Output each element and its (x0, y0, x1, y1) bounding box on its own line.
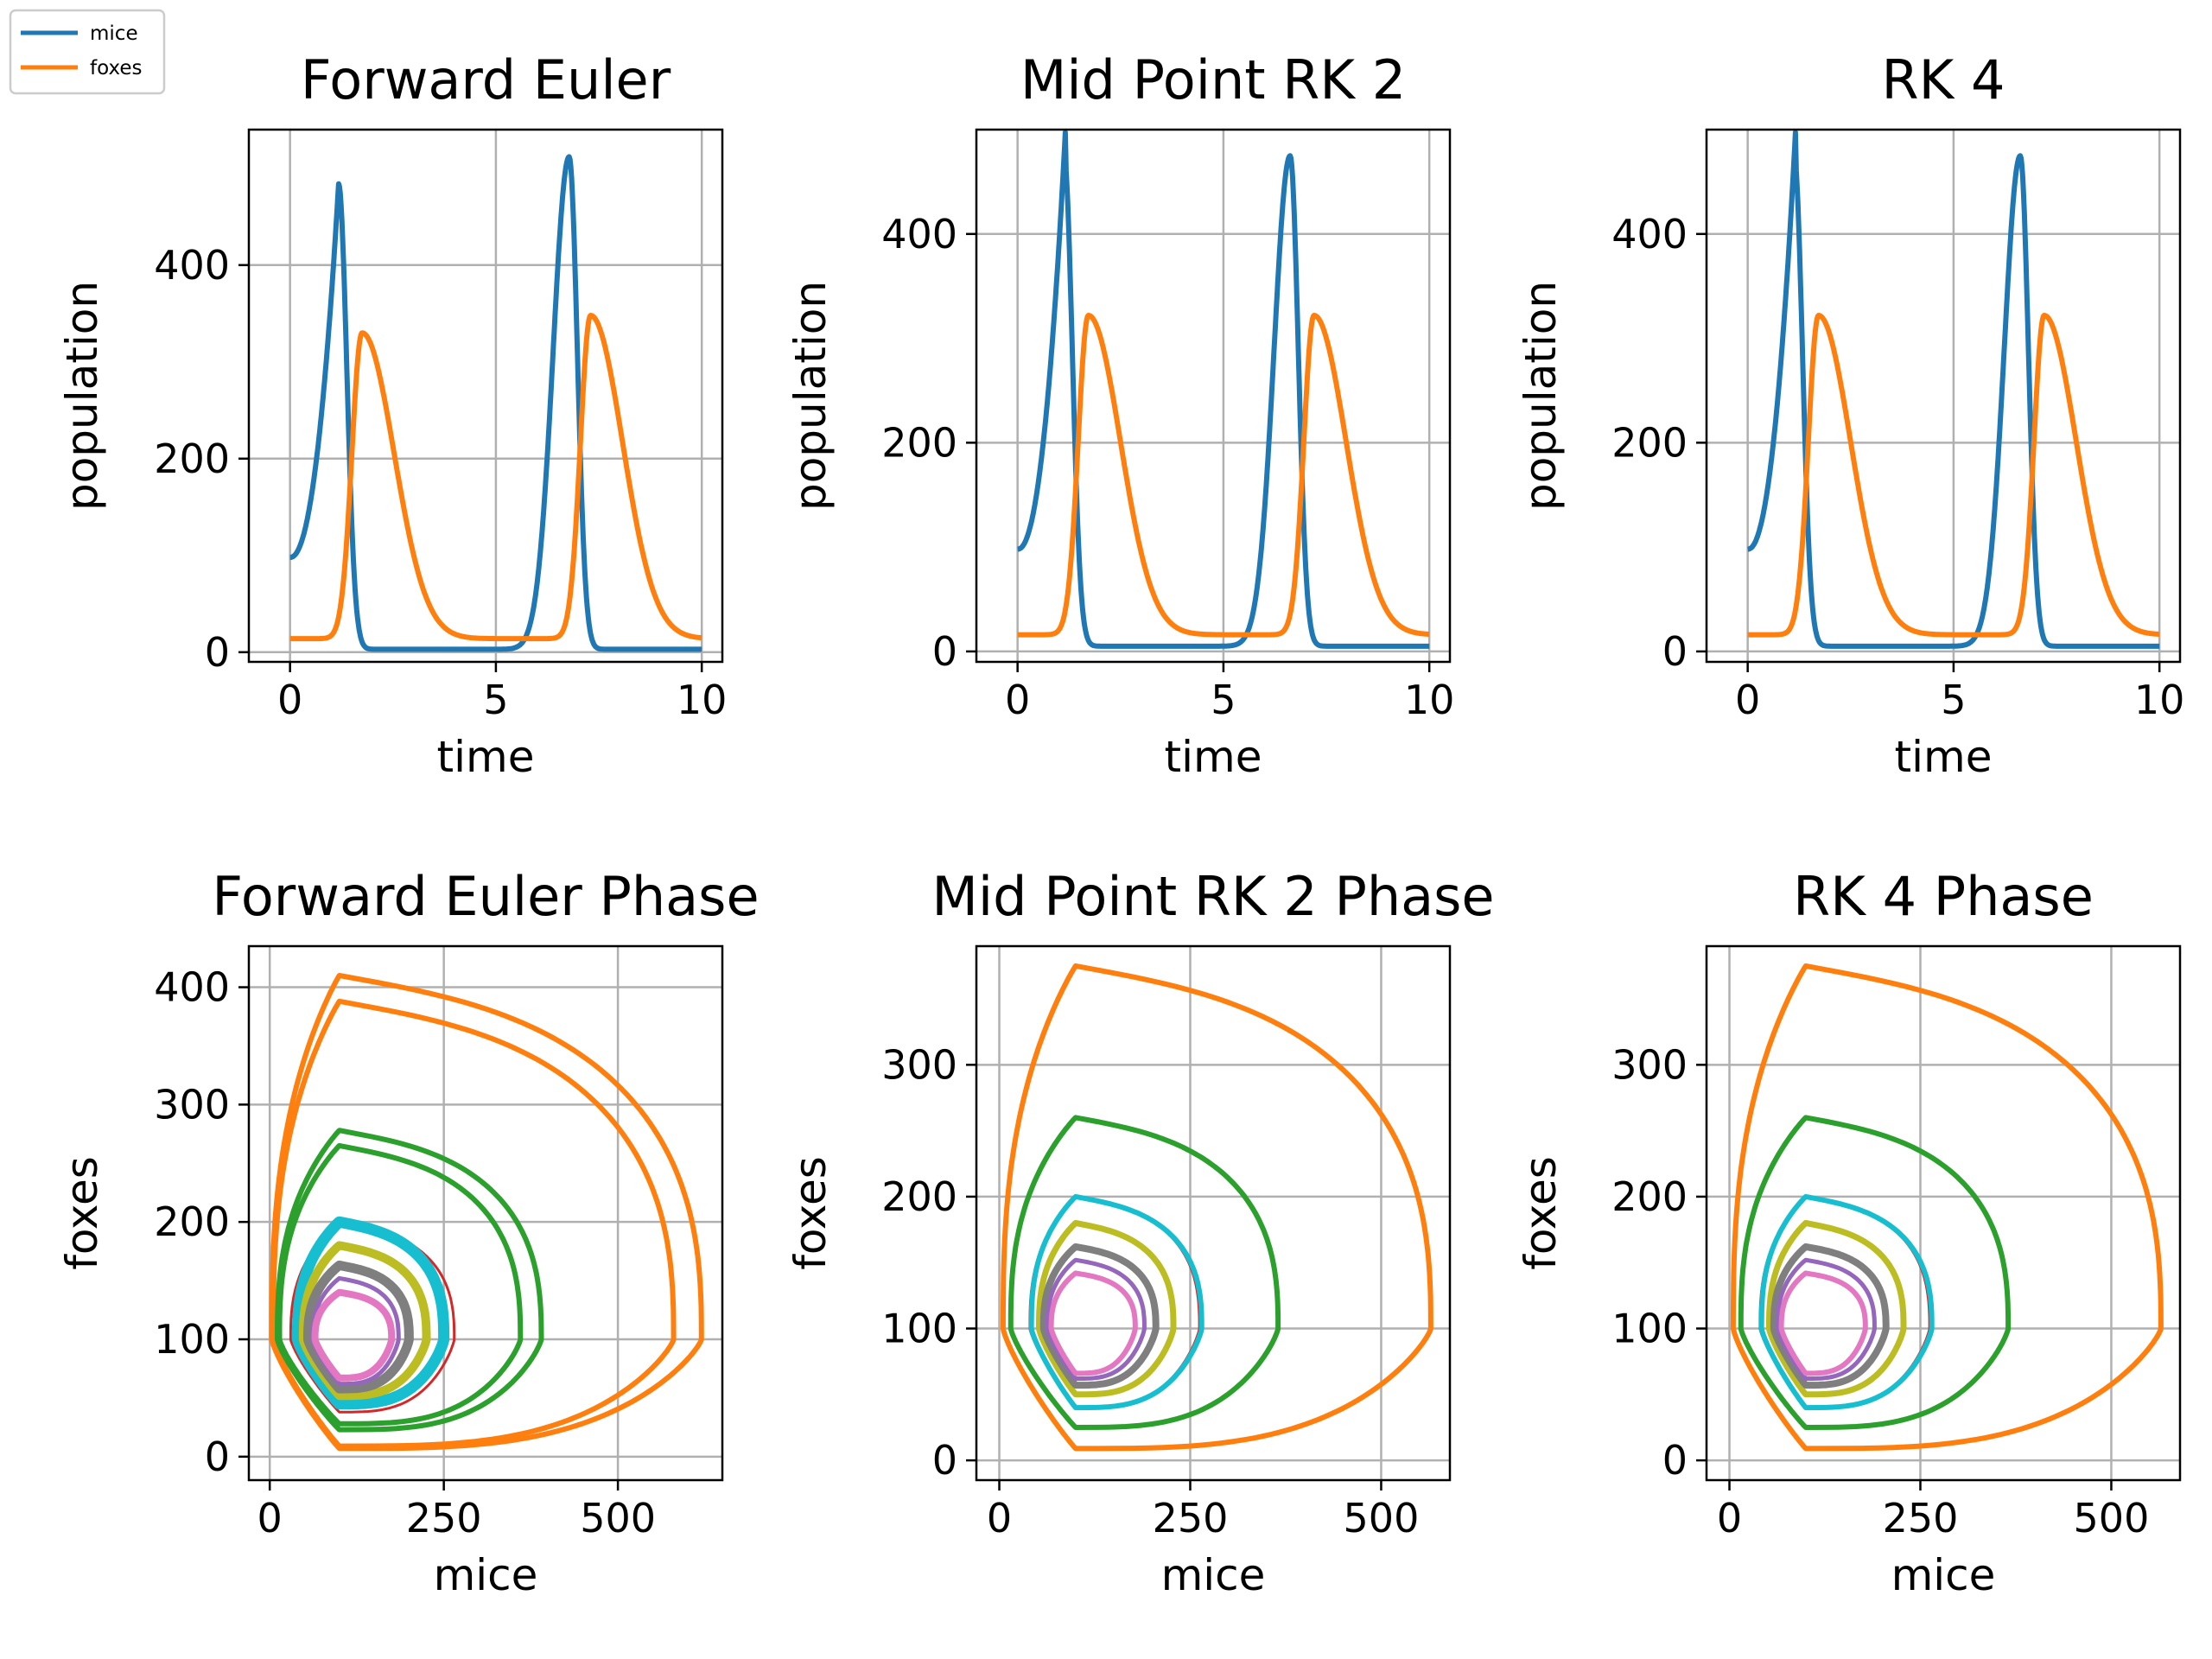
x-tick-label: 0 (1735, 677, 1760, 723)
y-tick-label: 200 (1611, 1173, 1688, 1220)
orbit-6 (1774, 1247, 1886, 1385)
x-tick-label: 500 (2074, 1495, 2150, 1541)
y-tick-label: 400 (1611, 211, 1688, 257)
orbit-6 (1044, 1247, 1156, 1385)
x-tick-label: 5 (1941, 677, 1966, 723)
legend-label-foxes: foxes (90, 57, 143, 79)
y-tick-label: 400 (154, 242, 230, 289)
data-layer (1003, 966, 1431, 1449)
y-tick-label: 0 (1662, 1437, 1688, 1484)
x-tick-label: 5 (1211, 677, 1236, 723)
y-tick-label: 0 (205, 1433, 230, 1480)
y-tick-label: 300 (1611, 1041, 1688, 1088)
y-tick-label: 0 (205, 629, 230, 676)
x-tick-label: 0 (277, 677, 302, 723)
x-tick-label: 10 (1404, 677, 1455, 723)
y-tick-label: 200 (881, 419, 957, 466)
y-axis-label: population (57, 281, 107, 511)
panel-3: 0 5 10 0 200 400 time population RK 4 (1516, 48, 2184, 782)
panel-5: 0 250 500 0 100 200 300 mice foxes Mid Point RK 2… (785, 865, 1495, 1600)
x-tick-label: 0 (1717, 1495, 1742, 1541)
data-layer (1733, 966, 2161, 1449)
x-tick-label: 10 (677, 677, 728, 723)
y-tick-label: 200 (154, 435, 230, 482)
legend-box (10, 10, 164, 93)
y-tick-label: 400 (154, 964, 230, 1011)
orbit-2 (1011, 1117, 1278, 1427)
x-tick-label: 5 (483, 677, 508, 723)
y-tick-label: 100 (1611, 1306, 1688, 1352)
x-tick-label: 250 (1883, 1495, 1959, 1541)
x-tick-label: 250 (406, 1495, 482, 1541)
orbit-2 (1741, 1117, 2008, 1427)
x-tick-label: 250 (1153, 1495, 1229, 1541)
orbit-8 (1052, 1273, 1135, 1373)
data-layer (272, 976, 702, 1448)
x-tick-label: 10 (2134, 677, 2185, 723)
panel-6: 0 250 500 0 100 200 300 mice foxes RK 4 Phase (1516, 865, 2180, 1600)
y-tick-label: 100 (154, 1316, 230, 1363)
x-tick-label: 500 (580, 1495, 656, 1541)
panel-2: 0 5 10 0 200 400 time population Mid Point RK 2 (785, 48, 1454, 782)
x-axis-label: time (1165, 732, 1262, 782)
panel-title: RK 4 Phase (1793, 865, 2094, 928)
panel-title: Forward Euler (301, 48, 671, 111)
panel-1: 0 5 10 0 200 400 time population Forward Euler (57, 48, 727, 782)
x-tick-label: 500 (1344, 1495, 1420, 1541)
y-axis-label: foxes (785, 1156, 836, 1270)
y-tick-label: 300 (881, 1041, 957, 1088)
y-tick-label: 100 (881, 1306, 957, 1352)
y-axis-label: population (785, 281, 836, 511)
x-axis-label: time (437, 732, 535, 782)
x-axis-label: time (1895, 732, 1993, 782)
legend: mice foxes (10, 10, 164, 93)
legend-label-mice: mice (90, 22, 138, 45)
y-tick-label: 200 (154, 1198, 230, 1245)
x-axis-label: mice (1891, 1550, 1996, 1600)
y-tick-label: 0 (1662, 628, 1688, 675)
y-tick-label: 0 (932, 628, 957, 675)
y-tick-label: 0 (932, 1437, 957, 1484)
x-axis-label: mice (434, 1550, 538, 1600)
panel-4: 0 250 500 0 100 200 300 400 mice foxes Forward Eul… (57, 865, 760, 1600)
orbit-8 (1782, 1273, 1866, 1373)
y-tick-label: 200 (881, 1173, 957, 1220)
x-tick-label: 0 (257, 1495, 283, 1541)
x-tick-label: 0 (1005, 677, 1030, 723)
panel-title: Mid Point RK 2 (1020, 48, 1406, 111)
panel-title: Mid Point RK 2 Phase (931, 865, 1494, 928)
y-tick-label: 300 (154, 1081, 230, 1128)
y-axis-label: foxes (57, 1156, 107, 1270)
panel-title: Forward Euler Phase (212, 865, 759, 928)
y-axis-label: foxes (1516, 1156, 1566, 1270)
x-axis-label: mice (1161, 1550, 1266, 1600)
y-axis-label: population (1516, 281, 1566, 511)
panel-title: RK 4 (1882, 48, 2005, 111)
orbit-10 (315, 1293, 392, 1378)
y-tick-label: 200 (1611, 419, 1688, 466)
y-tick-label: 400 (881, 211, 957, 257)
x-tick-label: 0 (987, 1495, 1012, 1541)
